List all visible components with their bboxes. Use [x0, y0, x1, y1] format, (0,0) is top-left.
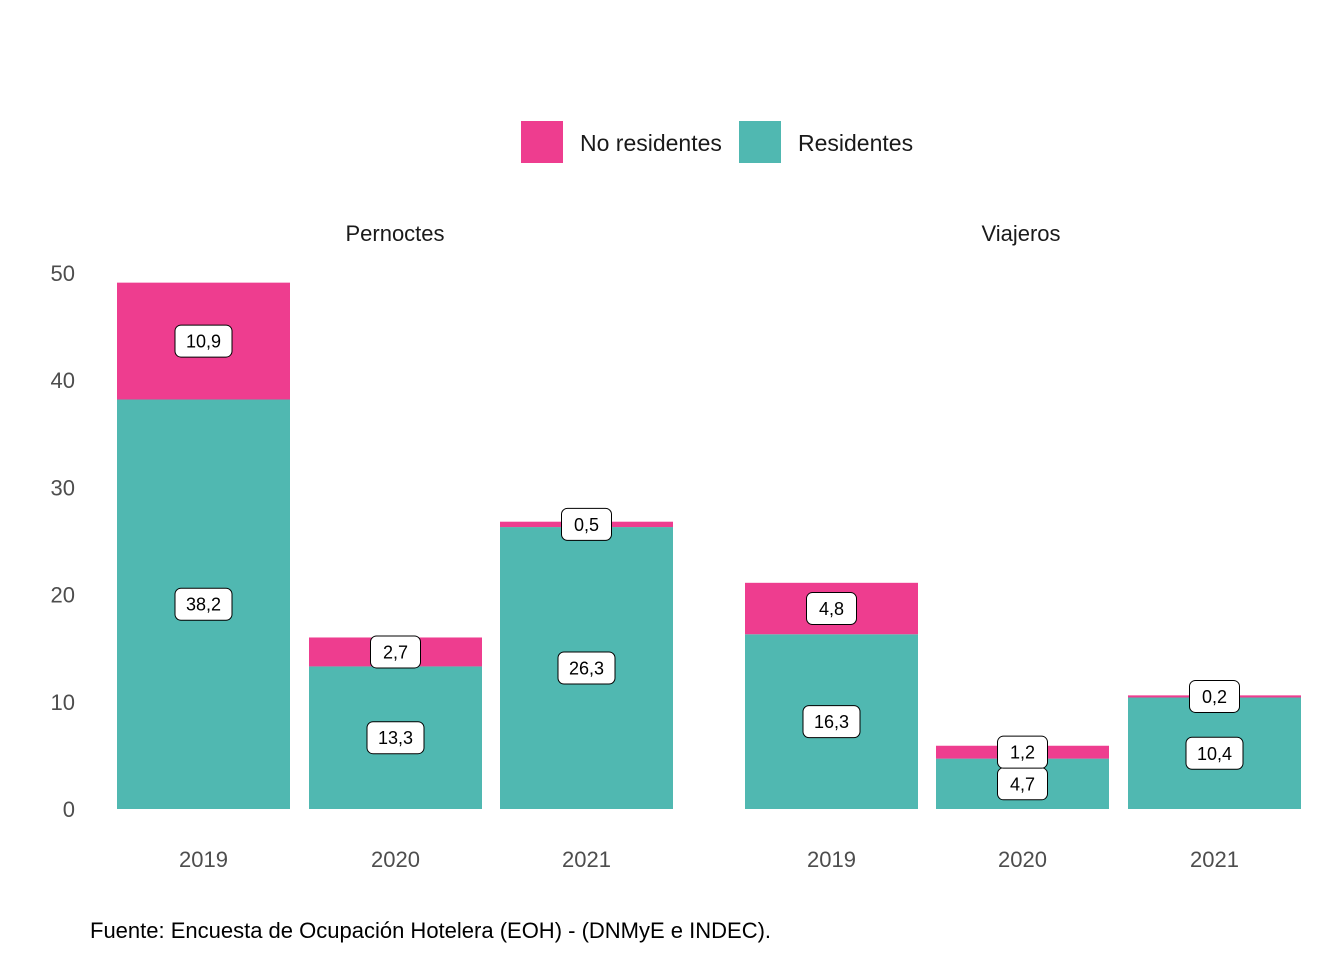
data-label: 4,7	[1010, 774, 1035, 794]
caption: Fuente: Encuesta de Ocupación Hotelera (…	[90, 918, 772, 943]
facets: Pernoctes 2019 38,2 10,9 2020 13,3 2,7 2021 26,3…	[117, 221, 1301, 872]
facet-panel: Viajeros 2019 16,3 4,8 2020 4,7 1,2 2021 10,4 0,2	[745, 221, 1301, 872]
data-label: 10,9	[186, 332, 221, 352]
y-axis: 0 10 20 30 40 50	[51, 261, 75, 822]
data-label: 26,3	[569, 659, 604, 679]
y-tick-label: 50	[51, 261, 75, 286]
data-label-box	[370, 635, 421, 669]
data-label-box	[1189, 679, 1240, 713]
data-label: 10,4	[1197, 744, 1232, 764]
data-label-box	[997, 735, 1048, 769]
y-tick-label: 20	[51, 583, 75, 608]
legend-swatch	[739, 121, 781, 163]
x-tick-label: 2021	[1190, 847, 1239, 872]
y-tick-label: 40	[51, 368, 75, 393]
facet-title: Pernoctes	[345, 221, 444, 246]
facet-title: Viajeros	[981, 221, 1060, 246]
data-label: 2,7	[383, 642, 408, 662]
data-label: 13,3	[378, 728, 413, 748]
x-tick-label: 2019	[807, 847, 856, 872]
data-label-box	[174, 324, 233, 358]
data-label: 0,5	[574, 515, 599, 535]
x-tick-label: 2021	[562, 847, 611, 872]
data-label-box	[557, 651, 616, 685]
data-label: 16,3	[814, 712, 849, 732]
legend: No residentes Residentes	[521, 121, 913, 163]
y-tick-label: 10	[51, 690, 75, 715]
y-tick-label: 30	[51, 475, 75, 500]
legend-label: No residentes	[580, 130, 722, 156]
data-label-box	[1185, 736, 1244, 770]
data-label-box	[174, 587, 233, 621]
data-label: 0,2	[1202, 687, 1227, 707]
x-tick-label: 2020	[371, 847, 420, 872]
data-label: 38,2	[186, 595, 221, 615]
legend-label: Residentes	[798, 130, 913, 156]
data-label-box	[561, 507, 612, 541]
x-tick-label: 2020	[998, 847, 1047, 872]
x-tick-label: 2019	[179, 847, 228, 872]
facet-panel: Pernoctes 2019 38,2 10,9 2020 13,3 2,7 2021 26,3…	[117, 221, 673, 872]
legend-swatch	[521, 121, 563, 163]
y-tick-label: 0	[63, 797, 75, 822]
data-label-box	[802, 705, 861, 739]
data-label: 1,2	[1010, 743, 1035, 763]
data-label-box	[366, 721, 425, 755]
data-label: 4,8	[819, 599, 844, 619]
data-label-box	[806, 592, 857, 626]
